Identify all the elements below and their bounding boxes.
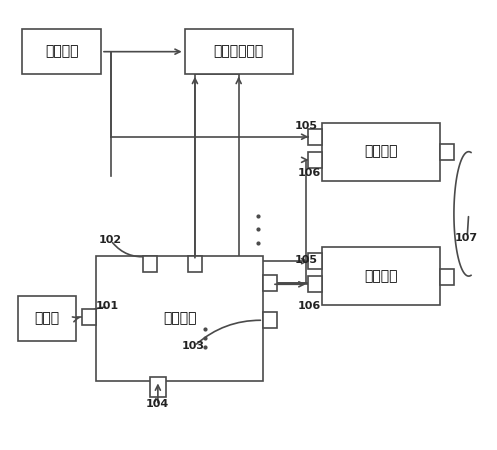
Bar: [83, 309, 96, 324]
Text: 106: 106: [298, 302, 321, 311]
Text: 105: 105: [295, 255, 318, 265]
Bar: [309, 253, 322, 269]
Bar: [96, 256, 263, 381]
Bar: [150, 378, 166, 396]
Bar: [440, 144, 454, 160]
Bar: [22, 29, 101, 74]
Text: 106: 106: [298, 168, 321, 178]
Text: 103: 103: [182, 342, 205, 351]
Bar: [263, 275, 277, 291]
Text: 降压模块: 降压模块: [364, 144, 398, 159]
Text: 降压模块: 降压模块: [364, 269, 398, 283]
Bar: [309, 152, 322, 168]
Text: 第一开关模块: 第一开关模块: [214, 45, 264, 58]
Bar: [322, 123, 440, 180]
Text: 控制板: 控制板: [34, 311, 60, 325]
Bar: [263, 312, 277, 328]
Bar: [143, 256, 157, 272]
Text: 105: 105: [295, 122, 318, 131]
Text: 107: 107: [455, 233, 478, 243]
Text: 104: 104: [145, 399, 168, 409]
Bar: [184, 29, 293, 74]
Text: 101: 101: [96, 302, 119, 311]
Bar: [309, 129, 322, 145]
Text: 102: 102: [98, 235, 122, 245]
Bar: [309, 276, 322, 292]
Bar: [188, 256, 202, 272]
Bar: [440, 269, 454, 285]
Bar: [17, 296, 77, 341]
Text: 处理模块: 处理模块: [163, 311, 196, 325]
Text: 老化电源: 老化电源: [45, 45, 79, 58]
Bar: [322, 247, 440, 305]
